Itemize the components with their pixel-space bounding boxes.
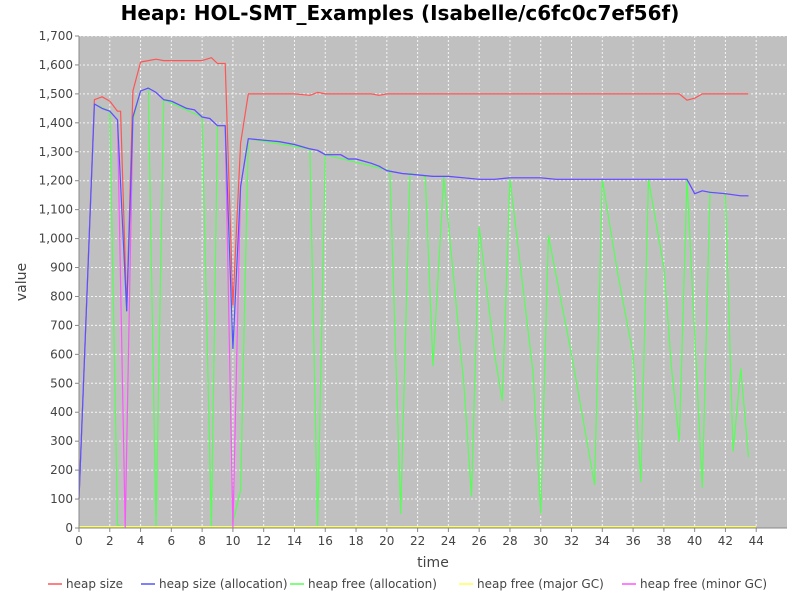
- plot-area: [79, 36, 787, 528]
- y-tick-label: 1,200: [39, 174, 73, 188]
- x-tick-label: 24: [441, 534, 456, 548]
- y-tick-label: 0: [65, 521, 73, 535]
- y-tick-label: 400: [50, 405, 73, 419]
- x-tick-label: 4: [137, 534, 145, 548]
- x-tick-label: 18: [348, 534, 363, 548]
- y-tick-label: 1,400: [39, 116, 73, 130]
- y-tick-label: 300: [50, 434, 73, 448]
- x-tick-label: 2: [106, 534, 114, 548]
- y-tick-label: 1,100: [39, 203, 73, 217]
- series-line-heap-size-allocation: [78, 87, 749, 500]
- y-tick-label: 900: [50, 261, 73, 275]
- x-tick-label: 16: [318, 534, 333, 548]
- x-tick-label: 40: [687, 534, 702, 548]
- x-tick-label: 14: [287, 534, 302, 548]
- y-tick-label: 1,600: [39, 58, 73, 72]
- legend: heap size heap size (allocation) heap free…: [48, 577, 767, 591]
- legend-label: heap free (allocation): [308, 577, 437, 591]
- y-tick-label: 1,700: [39, 29, 73, 43]
- x-tick-label: 36: [625, 534, 640, 548]
- series-line-heap-free-allocation: [78, 87, 750, 529]
- y-tick-label: 200: [50, 463, 73, 477]
- legend-label: heap free (major GC): [477, 577, 604, 591]
- y-tick-label: 700: [50, 318, 73, 332]
- x-tick-label: 30: [533, 534, 548, 548]
- x-tick-label: 12: [256, 534, 271, 548]
- y-tick-label: 1,000: [39, 232, 73, 246]
- y-tick-label: 500: [50, 376, 73, 390]
- x-tick-label: 42: [718, 534, 733, 548]
- x-ticks: 0 2 4 6 8 10 12 14 16 18 20 22 24 26 28 30 32 34 36 38 40 42 4…: [75, 528, 764, 548]
- legend-label: heap size (allocation): [159, 577, 288, 591]
- series-layer: [78, 57, 757, 529]
- x-tick-label: 38: [656, 534, 671, 548]
- y-axis-label: value: [14, 263, 30, 301]
- x-tick-label: 28: [502, 534, 517, 548]
- legend-label: heap size: [66, 577, 123, 591]
- x-tick-label: 6: [168, 534, 176, 548]
- y-tick-label: 800: [50, 289, 73, 303]
- x-tick-label: 32: [564, 534, 579, 548]
- y-tick-label: 600: [50, 347, 73, 361]
- x-tick-label: 34: [595, 534, 610, 548]
- series-line-heap-size: [78, 57, 749, 500]
- x-tick-label: 22: [410, 534, 425, 548]
- y-ticks: 0 100 200 300 400 500 600 700 800 900 1,000 1,100 1,…: [39, 29, 79, 535]
- x-tick-label: 10: [225, 534, 240, 548]
- y-tick-label: 100: [50, 492, 73, 506]
- x-tick-label: 0: [75, 534, 83, 548]
- x-tick-label: 20: [379, 534, 394, 548]
- x-tick-label: 8: [198, 534, 206, 548]
- legend-label: heap free (minor GC): [640, 577, 767, 591]
- x-tick-label: 44: [749, 534, 764, 548]
- chart-title: Heap: HOL-SMT_Examples (Isabelle/c6fc0c7…: [121, 1, 680, 25]
- y-tick-label: 1,500: [39, 87, 73, 101]
- y-tick-label: 1,300: [39, 145, 73, 159]
- x-tick-label: 26: [472, 534, 487, 548]
- x-axis-label: time: [417, 555, 449, 571]
